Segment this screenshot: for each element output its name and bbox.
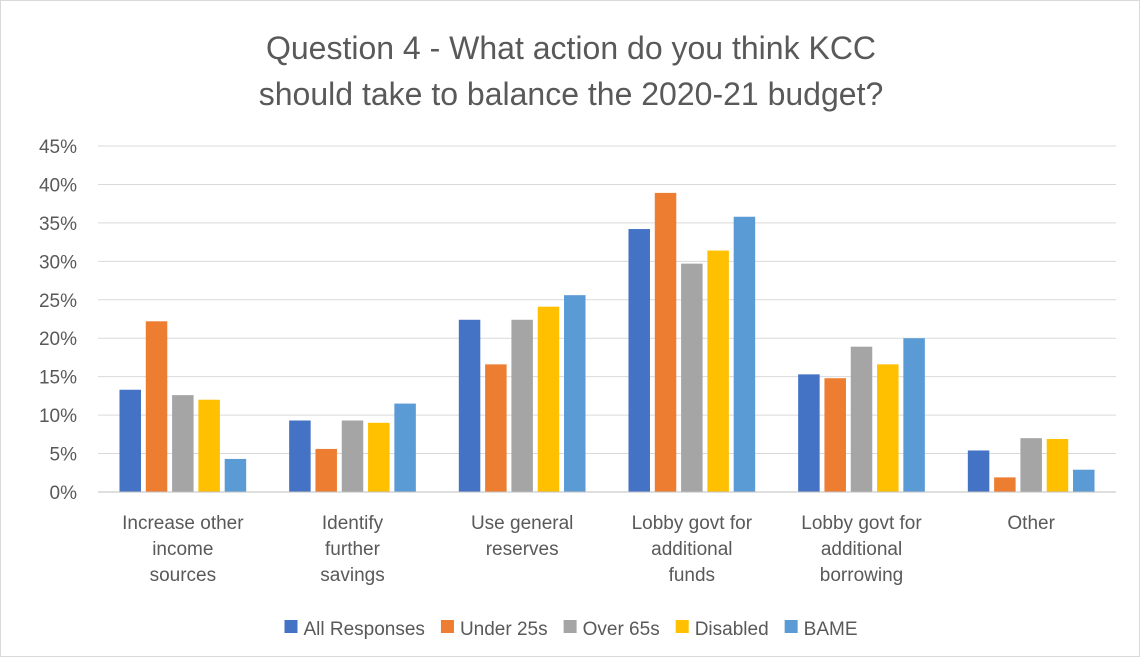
legend-label: Disabled bbox=[695, 619, 769, 640]
bar bbox=[1020, 438, 1042, 492]
y-tick-label: 25% bbox=[39, 291, 77, 312]
y-tick-label: 10% bbox=[39, 406, 77, 427]
x-category-label: Lobby govt for bbox=[801, 513, 922, 534]
legend-label: All Responses bbox=[303, 619, 424, 640]
y-tick-label: 45% bbox=[39, 137, 77, 158]
y-tick-label: 20% bbox=[39, 329, 77, 350]
bar bbox=[315, 448, 337, 492]
x-category-label: additional bbox=[821, 539, 902, 560]
bars bbox=[119, 192, 1095, 493]
category-labels: Increase other income sources Identify furth… bbox=[122, 513, 1055, 586]
y-tick-label: 5% bbox=[50, 445, 78, 466]
bar bbox=[654, 192, 677, 492]
bar bbox=[289, 420, 311, 492]
x-category-label: funds bbox=[669, 565, 715, 586]
bar bbox=[394, 403, 416, 492]
bar bbox=[733, 216, 756, 492]
bar bbox=[341, 420, 364, 492]
legend-label: BAME bbox=[804, 619, 858, 640]
bar bbox=[824, 378, 846, 492]
x-category-label: Increase other bbox=[122, 513, 244, 534]
legend-label: Over 65s bbox=[583, 619, 660, 640]
legend-label: Under 25s bbox=[460, 619, 548, 640]
x-category-label: Lobby govt for bbox=[632, 513, 753, 534]
bar bbox=[145, 321, 168, 492]
bar bbox=[458, 319, 481, 492]
chart-title-line: Question 4 - What action do you think KC… bbox=[266, 30, 876, 66]
bar bbox=[850, 346, 873, 492]
legend-swatch bbox=[563, 620, 577, 633]
bar bbox=[1046, 438, 1069, 492]
legend-swatch bbox=[675, 620, 689, 633]
bar bbox=[537, 306, 560, 492]
x-category-label: further bbox=[325, 539, 381, 560]
bar bbox=[903, 338, 925, 492]
chart-title: Question 4 - What action do you think KC… bbox=[259, 30, 884, 112]
bar bbox=[1073, 469, 1095, 492]
bar bbox=[564, 295, 586, 492]
x-category-label: reserves bbox=[486, 539, 559, 560]
bar bbox=[198, 399, 220, 492]
y-tick-label: 40% bbox=[39, 175, 77, 196]
bar bbox=[628, 229, 650, 493]
legend: All Responses Under 25s Over 65s Disabled BA… bbox=[284, 619, 858, 640]
bar bbox=[877, 364, 899, 492]
x-category-label: Identify bbox=[322, 513, 384, 534]
bar bbox=[707, 250, 729, 492]
y-tick-label: 0% bbox=[50, 483, 78, 504]
gridlines bbox=[98, 145, 1116, 455]
x-category-label: savings bbox=[320, 565, 384, 586]
x-category-label: sources bbox=[150, 565, 217, 586]
y-tick-label: 35% bbox=[39, 214, 77, 235]
bar bbox=[967, 450, 990, 492]
bar bbox=[172, 395, 194, 492]
legend-swatch bbox=[440, 620, 454, 633]
bar bbox=[511, 319, 533, 492]
y-tick-label: 30% bbox=[39, 252, 77, 273]
y-axis-ticks: 0% 5% 10% 15% 20% 25% 30% 35% 40% 45% bbox=[39, 137, 77, 504]
x-category-label: Use general bbox=[471, 513, 573, 534]
bar bbox=[681, 263, 703, 492]
x-category-label: income bbox=[152, 539, 213, 560]
legend-swatch bbox=[284, 620, 298, 633]
x-category-label: borrowing bbox=[820, 565, 903, 586]
x-category-label: Other bbox=[1007, 513, 1055, 534]
bar bbox=[798, 374, 820, 492]
bar bbox=[994, 477, 1016, 492]
y-tick-label: 15% bbox=[39, 368, 77, 389]
bar bbox=[485, 364, 507, 492]
bar bbox=[224, 458, 247, 492]
bar bbox=[119, 389, 141, 492]
legend-swatch bbox=[784, 620, 798, 633]
x-category-label: additional bbox=[651, 539, 732, 560]
bar bbox=[368, 422, 390, 492]
chart-title-line: should take to balance the 2020-21 budge… bbox=[259, 76, 884, 112]
